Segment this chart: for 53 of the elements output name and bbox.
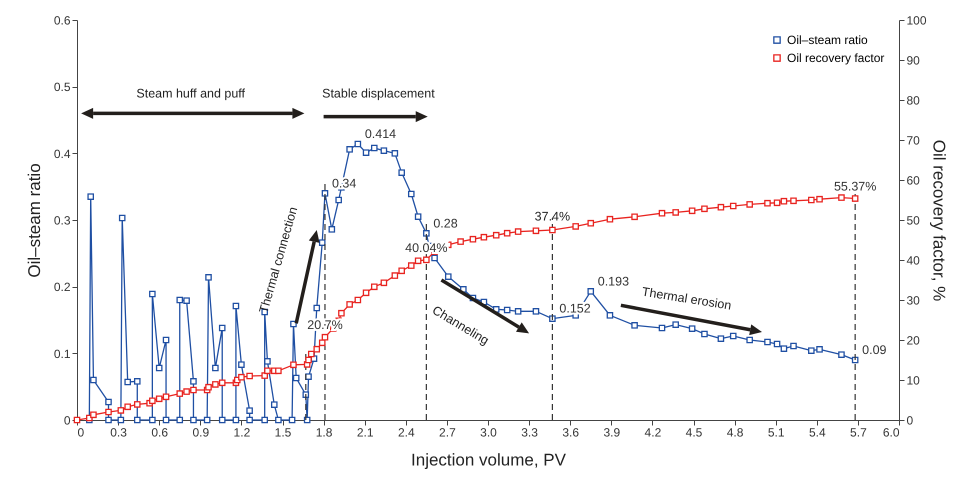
y2-tick-label: 30 [906, 294, 920, 308]
x-tick-label: 3.6 [562, 426, 580, 440]
y-tick-label: 0.2 [54, 280, 71, 294]
y2-axis-title: Oil recovery factor, % [930, 140, 949, 302]
y-axis-title: Oil–steam ratio [24, 163, 44, 278]
y2-tick-label: 40 [906, 254, 920, 268]
y-tick-label: 0.1 [54, 346, 71, 361]
x-tick-label: 4.8 [726, 426, 744, 440]
y2-tick-label: 20 [906, 334, 920, 348]
annotation: Thermal erosion [640, 284, 732, 313]
x-tick-label: 0 [78, 426, 84, 440]
x-tick-label: 2.7 [439, 426, 456, 440]
x-tick-label: 5.7 [850, 426, 868, 440]
annotation: Stable displacement [322, 86, 436, 100]
x-tick-label: 5.1 [768, 426, 785, 440]
y2-tick-label: 90 [906, 54, 920, 68]
y2-tick-label: 50 [906, 214, 920, 228]
y2-tick-label: 60 [906, 174, 920, 188]
x-tick-label: 4.2 [644, 426, 662, 440]
legend-label: Oil recovery factor [787, 51, 884, 65]
x-tick-label: 2.1 [356, 426, 374, 440]
annotation: 37.4% [534, 210, 570, 224]
y-tick-label: 0.3 [54, 214, 71, 228]
x-axis-title: Injection volume, PV [411, 450, 567, 470]
x-tick-label: 3.0 [480, 426, 498, 440]
x-tick-label: 1.5 [274, 426, 292, 440]
x-tick-label: 0.3 [110, 426, 128, 440]
data-label: 0.193 [598, 274, 630, 288]
x-tick-label: 3.3 [521, 426, 538, 440]
y2-tick-label: 70 [906, 134, 920, 148]
data-label: 0.414 [364, 127, 396, 141]
legend-label: Oil–steam ratio [787, 33, 868, 47]
data-label: 55.37% [834, 180, 876, 194]
y-tick-label: 0.5 [54, 80, 71, 94]
x-tick-label: 1.8 [316, 426, 333, 440]
x-tick-label: 3.9 [603, 426, 620, 440]
x-tick-label: 1.2 [234, 426, 251, 440]
y-tick-label: 0.4 [54, 146, 71, 161]
data-label: 0.09 [862, 343, 887, 357]
x-tick-label: 2.4 [398, 426, 415, 440]
y-tick-label: 0.6 [54, 14, 71, 28]
x-tick-label: 4.5 [686, 426, 703, 440]
y2-tick-label: 100 [906, 14, 927, 28]
annotation: Steam huff and puff [136, 86, 246, 100]
y-tick-label: 0 [64, 414, 71, 428]
y2-tick-label: 80 [906, 94, 920, 108]
x-tick-label: 0.9 [192, 426, 210, 440]
y2-tick-label: 0 [906, 414, 914, 428]
y2-tick-label: 10 [906, 374, 920, 388]
x-tick-label: 6.0 [882, 426, 900, 440]
x-tick-label: 5.4 [808, 426, 826, 440]
data-label: 0.28 [433, 216, 458, 230]
x-tick-label: 0.6 [151, 426, 168, 440]
